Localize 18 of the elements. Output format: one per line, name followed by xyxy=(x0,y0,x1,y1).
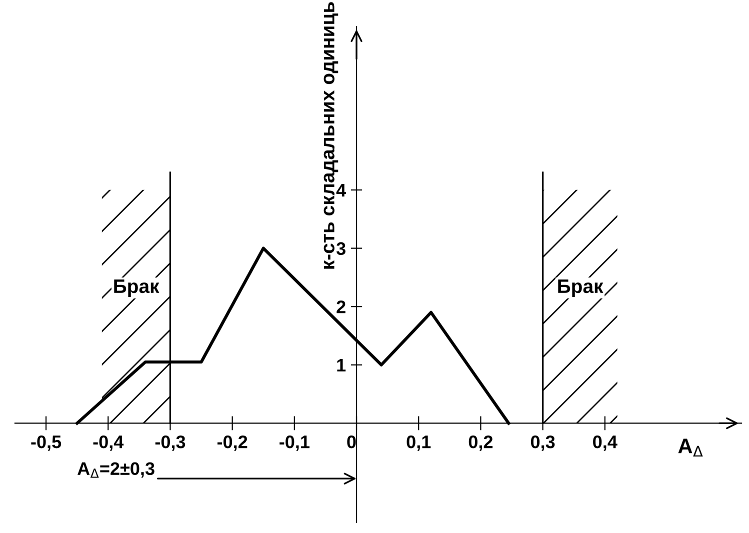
y-tick-label: 2 xyxy=(336,300,346,314)
y-tick-label: 1 xyxy=(337,359,346,372)
x-tick-label: 0 xyxy=(347,435,356,448)
x-tick-label: 0,1 xyxy=(406,435,431,451)
y-tick-label: 4 xyxy=(336,184,346,196)
x-tick-label: -0,5 xyxy=(31,435,62,451)
x-tick-label: -0,4 xyxy=(93,435,124,451)
x-tick-label: -0,1 xyxy=(280,435,310,451)
annotation: A$_{Δ}$=2±0,3 xyxy=(78,462,154,478)
x-tick-label: 0,4 xyxy=(593,435,618,451)
x-tick-label: -0,2 xyxy=(217,435,248,451)
x-tick-label: 0,3 xyxy=(530,435,555,451)
band-label: Брак xyxy=(114,280,160,297)
x-tick-label: 0,2 xyxy=(468,435,493,451)
x-axis-title: A$_{Δ}$ xyxy=(678,438,703,457)
band-label: Брак xyxy=(558,280,604,297)
x-tick-label: -0,3 xyxy=(155,435,186,451)
y-tick-label: 3 xyxy=(336,242,346,255)
